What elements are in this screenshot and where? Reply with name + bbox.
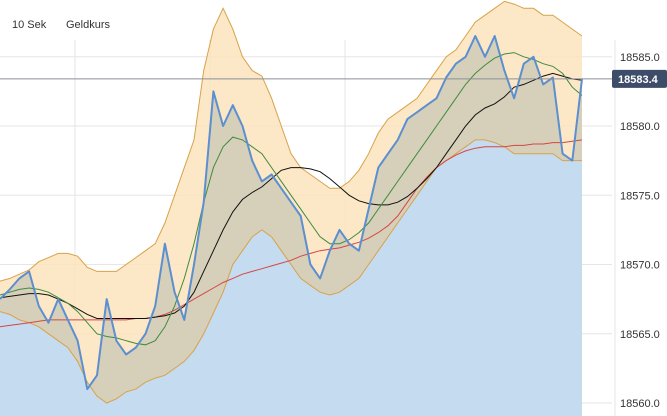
chart-toolbar: 10 Sek Geldkurs bbox=[0, 0, 600, 40]
upper-band-line bbox=[0, 0, 583, 282]
green-ma-line bbox=[0, 52, 583, 346]
current-price-label: 18583.4 bbox=[618, 74, 659, 86]
red-ma-line bbox=[0, 139, 583, 328]
lower-band-line bbox=[0, 139, 582, 404]
price-line bbox=[0, 35, 583, 391]
y-tick-label: 18575.0 bbox=[620, 190, 660, 202]
y-tick-label: 18565.0 bbox=[620, 329, 660, 341]
y-tick-label: 18570.0 bbox=[620, 260, 660, 272]
current-price-badge bbox=[612, 69, 667, 88]
y-tick-label: 18585.0 bbox=[620, 52, 660, 64]
black-ma-line bbox=[0, 72, 583, 319]
quote-type-selector[interactable]: Geldkurs bbox=[66, 19, 111, 31]
y-tick-label: 18560.0 bbox=[620, 398, 660, 410]
y-tick-label: 18580.0 bbox=[620, 121, 660, 133]
interval-selector[interactable]: 10 Sek bbox=[12, 19, 47, 31]
band-area-overlap bbox=[0, 36, 582, 403]
